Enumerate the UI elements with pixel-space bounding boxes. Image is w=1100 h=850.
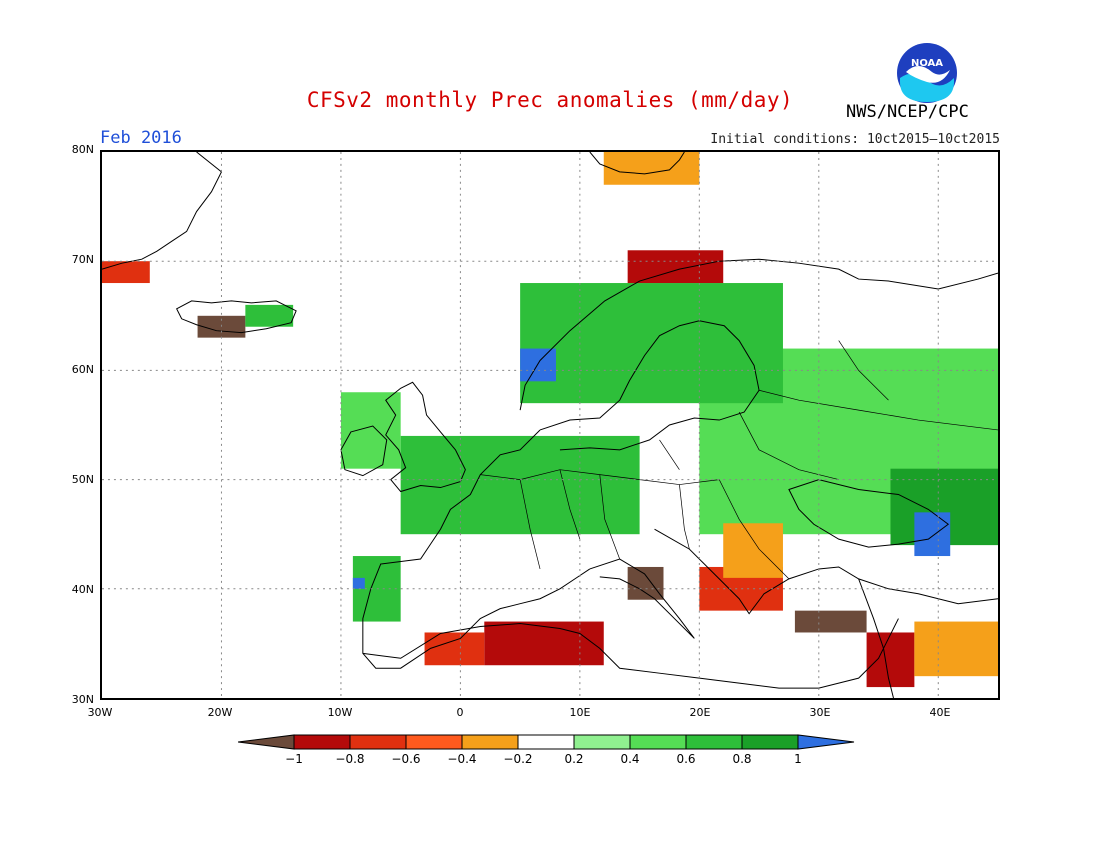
colorbar-segment — [741, 734, 799, 750]
lon-tick-label: 20E — [689, 706, 711, 719]
anomaly-cell — [340, 392, 401, 469]
anomaly-cell — [914, 512, 951, 557]
country-borders — [480, 340, 998, 580]
anomaly-cell — [352, 577, 365, 589]
colorbar-tick-label: −0.4 — [447, 752, 477, 766]
lat-tick-label: 70N — [71, 253, 94, 266]
anomaly-layer — [102, 152, 998, 688]
lon-tick-label: 10W — [327, 706, 353, 719]
colorbar-segment — [573, 734, 631, 750]
lat-tick-label: 80N — [71, 143, 94, 156]
anomaly-cell — [400, 435, 640, 535]
anomaly-cell — [866, 632, 915, 688]
baltic-coast — [539, 320, 760, 451]
colorbar-segment — [405, 734, 463, 750]
lat-tick-label: 50N — [71, 473, 94, 486]
colorbar-tick-label: 0.6 — [676, 752, 696, 766]
north-africa-coast — [362, 618, 899, 689]
anomaly-cell — [627, 566, 664, 600]
colorbar-tick-label: −1 — [285, 752, 303, 766]
svalbard-coast — [589, 152, 685, 175]
colorbar-segment — [293, 734, 351, 750]
ireland-coast — [340, 425, 388, 477]
coastline-layer — [102, 152, 998, 698]
anomaly-cell — [794, 610, 867, 633]
colorbar-min-arrow — [238, 734, 295, 750]
anomaly-cell — [627, 250, 724, 284]
page-title: CFSv2 monthly Prec anomalies (mm/day) — [306, 88, 794, 112]
scandinavia-coast — [519, 258, 998, 411]
colorbar-tick-label: 0.4 — [620, 752, 640, 766]
black-sea-coast — [788, 479, 950, 548]
logo-text: NOAA — [911, 58, 943, 69]
anomaly-cell — [484, 621, 604, 666]
atlantic-coast — [362, 429, 591, 669]
colorbar-tick-label: 0.2 — [564, 752, 584, 766]
colorbar-tick-label: 1 — [794, 752, 802, 766]
colorbar-segment — [517, 734, 575, 750]
lat-tick-label: 30N — [71, 693, 94, 706]
iceland-coast — [176, 300, 297, 334]
colorbar-tick-label: −0.8 — [335, 752, 365, 766]
colorbar-tick-label: −0.6 — [391, 752, 421, 766]
lon-tick-label: 10E — [569, 706, 591, 719]
anomaly-cell — [520, 283, 783, 404]
agency-label: NWS/NCEP/CPC — [846, 102, 969, 122]
forecast-period: Feb 2016 — [100, 128, 182, 148]
lat-tick-label: 40N — [71, 583, 94, 596]
initial-conditions: Initial conditions: 10ct2015–10ct2015 — [710, 132, 1000, 147]
anomaly-cell — [102, 261, 150, 284]
anomaly-cell — [245, 304, 294, 327]
lon-tick-label: 30E — [809, 706, 831, 719]
lon-tick-label: 20W — [207, 706, 233, 719]
anomaly-cell — [723, 523, 783, 578]
map-panel — [100, 150, 1000, 700]
britain-coast — [385, 381, 466, 493]
lat-tick-label: 60N — [71, 363, 94, 376]
levant-coast — [858, 578, 894, 698]
noaa-logo: NOAA — [897, 43, 957, 103]
mediterranean-north-coast — [589, 558, 695, 639]
anomaly-cell — [424, 632, 485, 666]
colorbar-segment — [461, 734, 519, 750]
greenland-coast — [102, 152, 223, 270]
adriatic-balkans-coast — [654, 528, 998, 615]
anomaly-cell — [520, 348, 556, 382]
colorbar-segment — [629, 734, 687, 750]
colorbar-segment — [685, 734, 743, 750]
colorbar — [238, 734, 855, 750]
colorbar-tick-label: −0.2 — [503, 752, 533, 766]
lon-tick-label: 30W — [87, 706, 113, 719]
colorbar-tick-label: 0.8 — [732, 752, 752, 766]
lon-tick-label: 40E — [929, 706, 951, 719]
colorbar-segment — [349, 734, 407, 750]
lon-tick-label: 0 — [456, 706, 464, 719]
anomaly-cell — [914, 621, 998, 677]
colorbar-max-arrow — [797, 734, 855, 750]
anomaly-cell — [603, 152, 700, 185]
precip-anomaly-map — [102, 152, 998, 698]
graticule — [102, 152, 998, 698]
